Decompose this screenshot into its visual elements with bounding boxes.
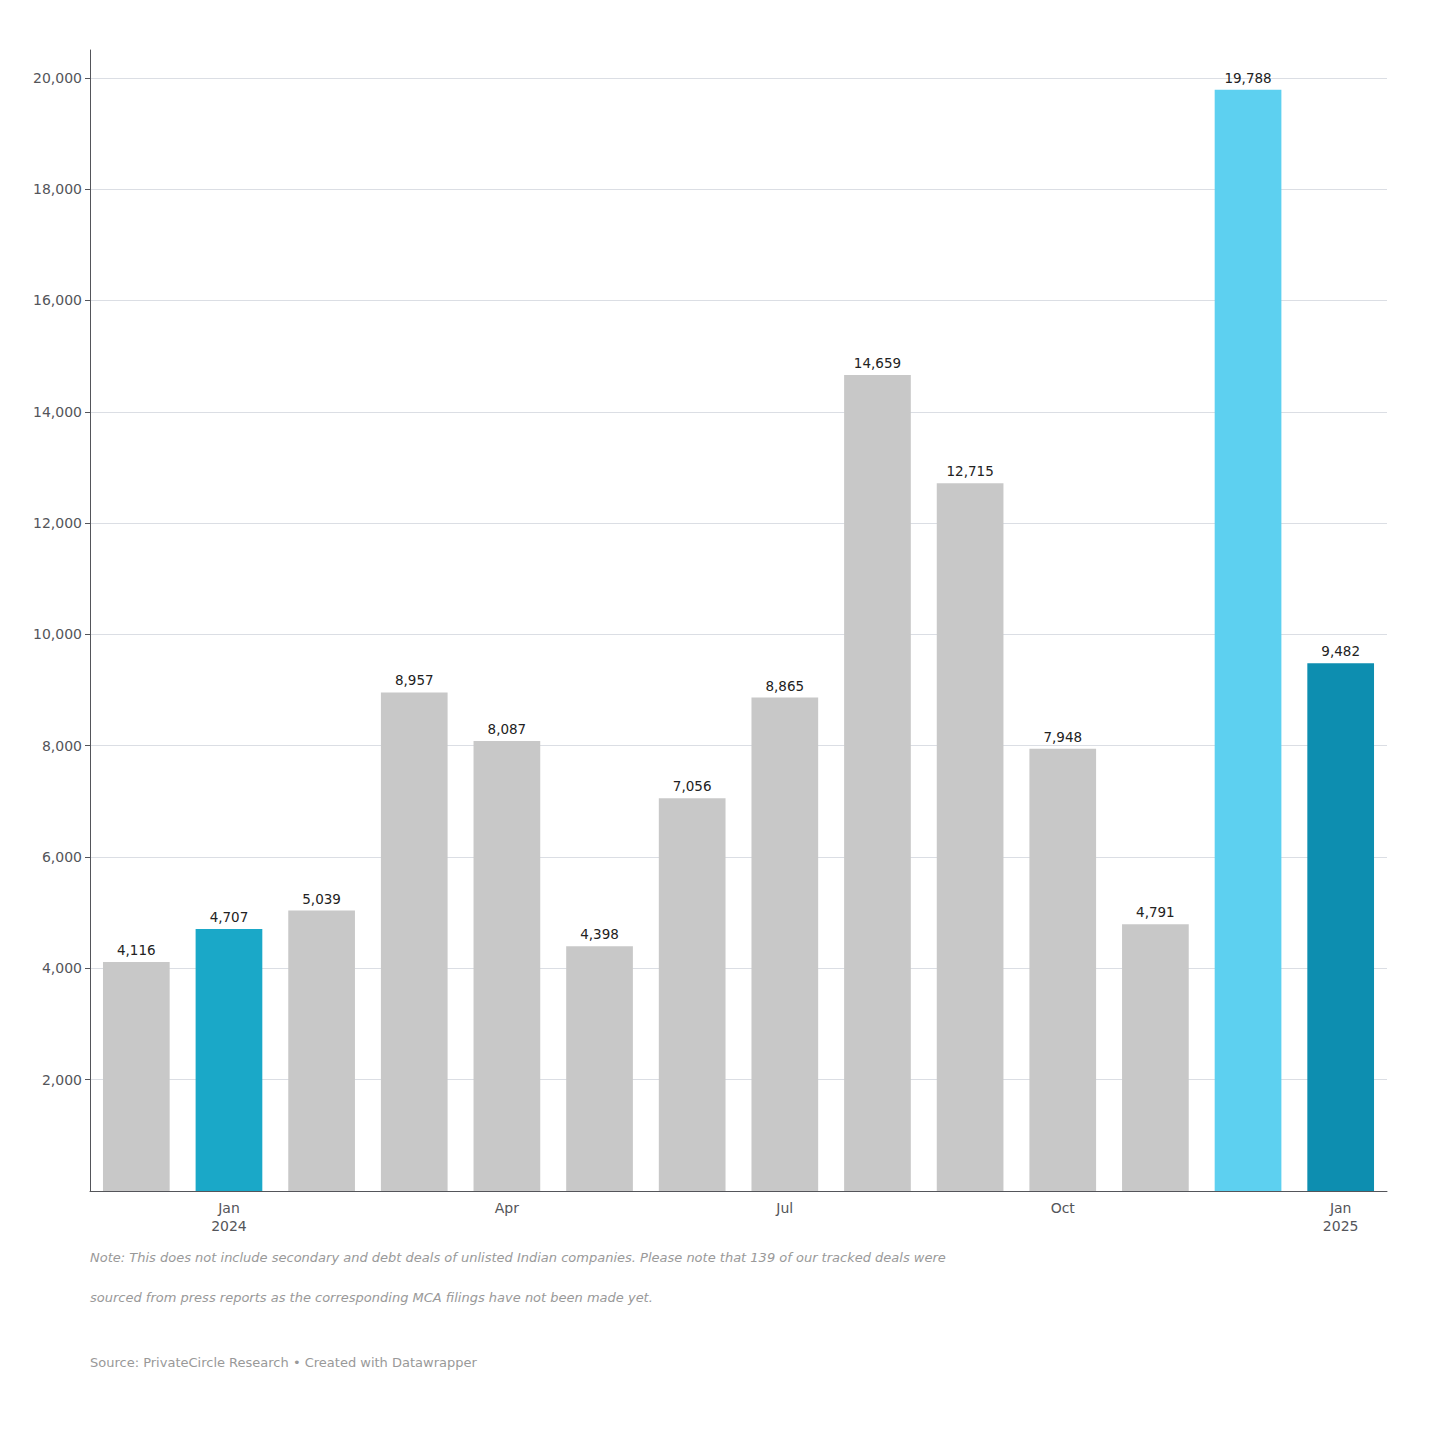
svg-text:7,056: 7,056 [673,778,712,794]
svg-text:16,000: 16,000 [33,292,82,308]
svg-text:Jul: Jul [775,1200,793,1216]
svg-text:2,000: 2,000 [42,1072,82,1088]
svg-text:4,000: 4,000 [42,960,82,976]
svg-text:18,000: 18,000 [33,181,82,197]
svg-text:20,000: 20,000 [33,70,82,86]
svg-text:Source: PrivateCircle Research: Source: PrivateCircle Research • Created… [90,1355,477,1370]
svg-text:Jan: Jan [217,1200,240,1216]
svg-text:8,000: 8,000 [42,738,82,754]
svg-text:2024: 2024 [211,1218,247,1234]
svg-text:8,865: 8,865 [765,678,804,694]
svg-text:Apr: Apr [495,1200,519,1216]
svg-text:12,000: 12,000 [33,515,82,531]
svg-text:14,659: 14,659 [854,355,901,371]
svg-text:14,000: 14,000 [33,404,82,420]
svg-text:4,707: 4,707 [210,909,249,925]
svg-text:5,039: 5,039 [302,891,341,907]
svg-text:10,000: 10,000 [33,626,82,642]
svg-text:4,791: 4,791 [1136,904,1175,920]
svg-text:sourced from press reports as: sourced from press reports as the corres… [90,1290,653,1305]
svg-text:Jan: Jan [1329,1200,1352,1216]
svg-text:4,398: 4,398 [580,926,619,942]
svg-text:12,715: 12,715 [946,463,993,479]
svg-text:7,948: 7,948 [1043,729,1082,745]
svg-text:Oct: Oct [1051,1200,1076,1216]
svg-text:19,788: 19,788 [1224,70,1271,86]
svg-text:2025: 2025 [1323,1218,1359,1234]
svg-text:4,116: 4,116 [117,942,156,958]
svg-text:9,482: 9,482 [1321,643,1360,659]
svg-text:Note: This does not include se: Note: This does not include secondary an… [90,1250,946,1265]
svg-text:6,000: 6,000 [42,849,82,865]
svg-text:8,957: 8,957 [395,672,434,688]
svg-text:8,087: 8,087 [488,721,527,737]
